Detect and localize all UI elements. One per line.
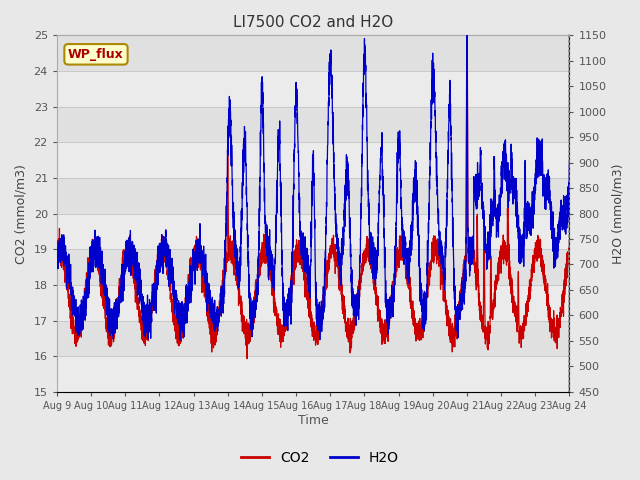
Y-axis label: CO2 (mmol/m3): CO2 (mmol/m3): [15, 164, 28, 264]
Title: LI7500 CO2 and H2O: LI7500 CO2 and H2O: [233, 15, 393, 30]
Bar: [57, 214, 570, 249]
Y-axis label: H2O (mmol/m3): H2O (mmol/m3): [612, 163, 625, 264]
Bar: [57, 71, 570, 107]
Bar: [57, 356, 570, 392]
X-axis label: Time: Time: [298, 414, 328, 427]
Bar: [57, 285, 570, 321]
Bar: [57, 142, 570, 178]
Legend: CO2, H2O: CO2, H2O: [236, 445, 404, 471]
Text: WP_flux: WP_flux: [68, 48, 124, 61]
